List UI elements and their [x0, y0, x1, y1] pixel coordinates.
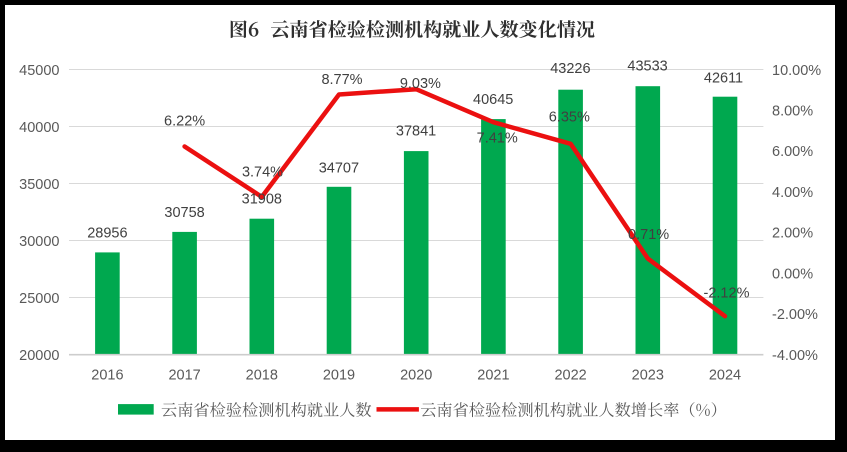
- svg-text:2023: 2023: [632, 368, 664, 384]
- svg-text:20000: 20000: [19, 348, 59, 364]
- svg-text:2018: 2018: [246, 368, 278, 384]
- svg-text:2021: 2021: [477, 368, 509, 384]
- svg-text:3.74%: 3.74%: [242, 165, 283, 181]
- svg-text:6.22%: 6.22%: [164, 114, 205, 130]
- svg-text:45000: 45000: [19, 63, 59, 79]
- svg-text:4.00%: 4.00%: [772, 185, 813, 201]
- svg-text:40000: 40000: [19, 120, 59, 136]
- svg-text:31908: 31908: [242, 192, 282, 208]
- svg-text:8.77%: 8.77%: [321, 72, 362, 88]
- svg-text:28956: 28956: [87, 226, 127, 242]
- svg-text:7.41%: 7.41%: [477, 130, 518, 146]
- svg-text:43533: 43533: [627, 58, 667, 74]
- svg-text:2020: 2020: [400, 368, 432, 384]
- svg-text:40645: 40645: [473, 92, 513, 108]
- svg-text:10.00%: 10.00%: [772, 63, 821, 79]
- svg-text:42611: 42611: [704, 70, 743, 86]
- svg-text:-2.00%: -2.00%: [772, 307, 818, 323]
- svg-text:2017: 2017: [168, 368, 200, 384]
- svg-text:30000: 30000: [19, 234, 59, 250]
- svg-text:35000: 35000: [19, 177, 59, 193]
- svg-text:-2.12%: -2.12%: [704, 286, 750, 302]
- svg-text:34707: 34707: [319, 160, 359, 176]
- svg-text:30758: 30758: [164, 205, 204, 221]
- svg-text:2022: 2022: [554, 368, 586, 384]
- svg-text:37841: 37841: [396, 123, 436, 139]
- svg-text:0.71%: 0.71%: [628, 227, 669, 243]
- svg-text:43226: 43226: [550, 61, 590, 77]
- svg-text:6.00%: 6.00%: [772, 144, 813, 160]
- svg-text:25000: 25000: [19, 291, 59, 307]
- svg-text:-4.00%: -4.00%: [772, 348, 818, 364]
- svg-text:2024: 2024: [709, 368, 741, 384]
- svg-text:9.03%: 9.03%: [400, 76, 441, 92]
- svg-text:6.35%: 6.35%: [549, 110, 590, 126]
- svg-text:2016: 2016: [91, 368, 123, 384]
- svg-text:2019: 2019: [323, 368, 355, 384]
- svg-text:0.00%: 0.00%: [772, 266, 813, 282]
- svg-text:2.00%: 2.00%: [772, 226, 813, 242]
- svg-text:8.00%: 8.00%: [772, 104, 813, 120]
